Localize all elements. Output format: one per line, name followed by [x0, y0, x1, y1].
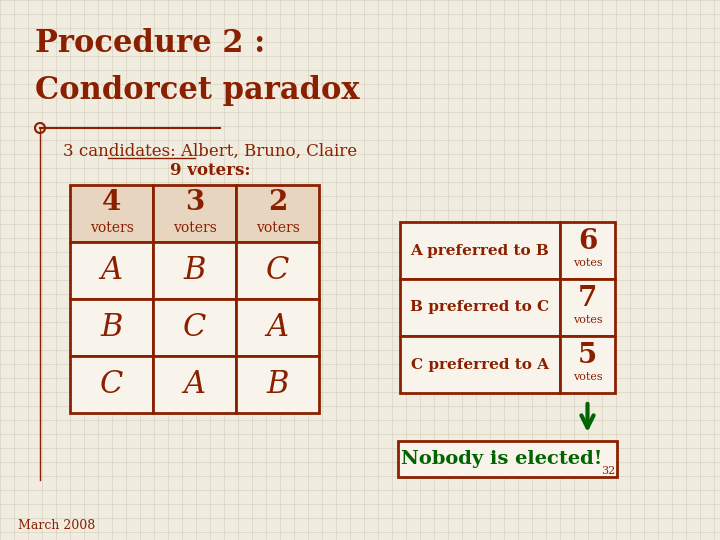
Text: 32: 32 — [600, 466, 615, 476]
Text: Procedure 2 :: Procedure 2 : — [35, 28, 266, 59]
Bar — [70, 299, 153, 356]
Text: B: B — [184, 255, 206, 286]
Text: voters: voters — [89, 221, 133, 235]
Text: C preferred to A: C preferred to A — [411, 357, 549, 372]
Bar — [560, 222, 615, 279]
Text: 5: 5 — [578, 342, 597, 369]
Text: votes: votes — [572, 372, 603, 382]
Text: voters: voters — [256, 221, 300, 235]
Text: C: C — [183, 312, 206, 343]
Text: 2: 2 — [268, 190, 287, 217]
Text: 3 candidates: Albert, Bruno, Claire: 3 candidates: Albert, Bruno, Claire — [63, 143, 357, 160]
Bar — [70, 185, 153, 242]
Bar — [398, 441, 617, 477]
Bar — [400, 336, 560, 393]
Bar — [400, 222, 560, 279]
Text: A: A — [266, 312, 289, 343]
Text: Nobody is elected!: Nobody is elected! — [401, 450, 602, 468]
Text: March 2008: March 2008 — [18, 519, 95, 532]
Text: C: C — [266, 255, 289, 286]
Text: voters: voters — [173, 221, 217, 235]
Text: Condorcet paradox: Condorcet paradox — [35, 75, 359, 106]
Bar — [236, 242, 319, 299]
Text: 9 voters:: 9 voters: — [170, 162, 251, 179]
Text: A: A — [101, 255, 122, 286]
Bar — [236, 185, 319, 242]
Bar — [70, 242, 153, 299]
Text: votes: votes — [572, 258, 603, 268]
Text: votes: votes — [572, 315, 603, 325]
Bar — [153, 299, 236, 356]
Bar — [560, 279, 615, 336]
Text: A: A — [184, 369, 205, 400]
Bar — [153, 185, 236, 242]
Bar — [70, 356, 153, 413]
Text: B preferred to C: B preferred to C — [410, 300, 549, 314]
Bar — [153, 356, 236, 413]
Bar — [560, 336, 615, 393]
Text: B: B — [266, 369, 289, 400]
Text: 4: 4 — [102, 190, 121, 217]
Bar — [153, 242, 236, 299]
Text: C: C — [100, 369, 123, 400]
Text: 6: 6 — [578, 228, 597, 255]
Text: 3: 3 — [185, 190, 204, 217]
Bar — [400, 279, 560, 336]
Text: B: B — [100, 312, 122, 343]
Bar — [236, 356, 319, 413]
Text: A preferred to B: A preferred to B — [410, 244, 549, 258]
Text: 7: 7 — [578, 286, 597, 313]
Bar — [236, 299, 319, 356]
